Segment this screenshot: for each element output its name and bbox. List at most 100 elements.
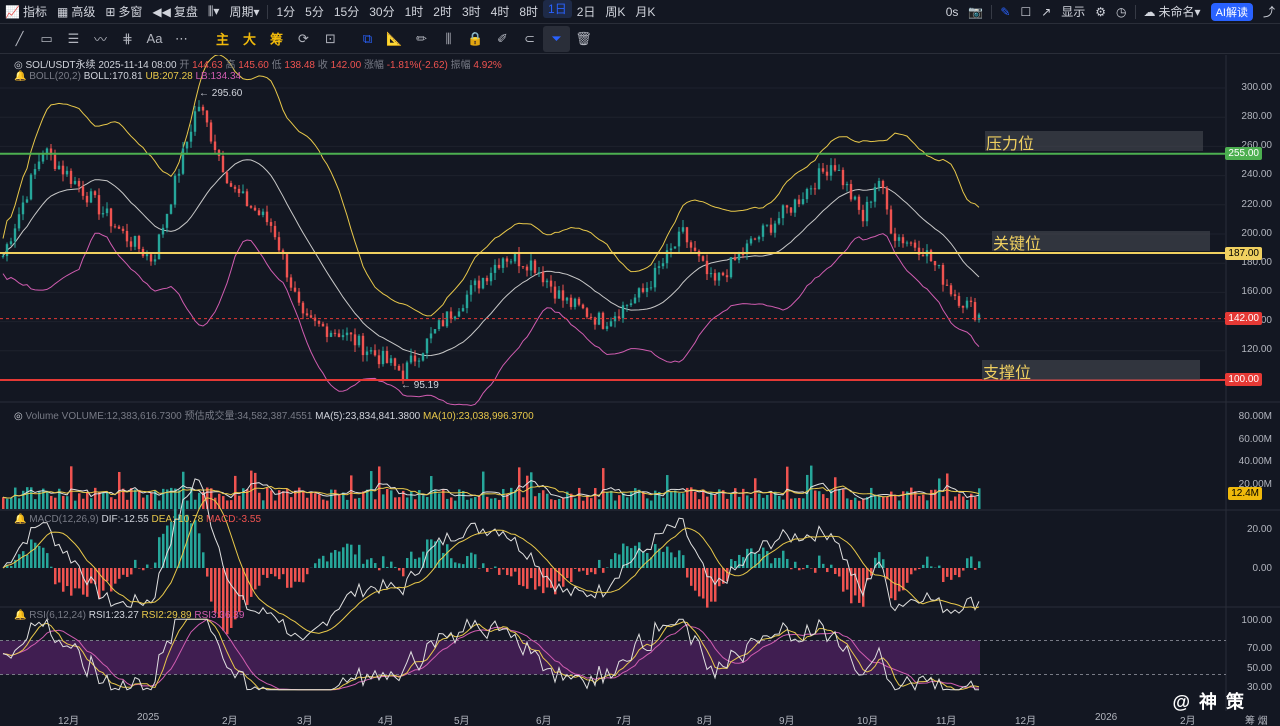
parallel-lines-icon[interactable]: ☰ [67, 30, 80, 46]
candle-body [733, 257, 737, 261]
volume-bar [598, 499, 601, 509]
line-tool-icon[interactable]: ╱ [15, 30, 24, 46]
chart-area[interactable]: ◎ SOL/USDT永续 2025-11-14 08:00 开 144.63 高… [0, 54, 1280, 711]
macd-hist-bar [474, 554, 477, 568]
refresh-icon[interactable]: ⟳ [298, 30, 309, 46]
period-1[interactable]: 5分 [305, 5, 324, 19]
volume-bar [534, 496, 537, 509]
magnet-icon[interactable]: ⊂ [524, 30, 535, 46]
macd-hist-bar [146, 564, 149, 568]
macd-hist-bar [426, 539, 429, 568]
period-dropdown[interactable]: 周期 ▾ [229, 4, 260, 20]
macd-hist-bar [202, 552, 205, 568]
time-axis-label: 11月 [936, 716, 957, 726]
chart-canvas[interactable] [0, 54, 1280, 711]
gauge-icon[interactable]: ◷ [1116, 4, 1127, 19]
macd-hist-bar [218, 568, 221, 618]
period-8[interactable]: 8时 [519, 5, 539, 19]
edit-icon[interactable]: ✐ [497, 30, 508, 46]
period-4[interactable]: 1时 [404, 5, 424, 19]
camera-icon[interactable]: 📷 [968, 4, 984, 19]
key-zone[interactable] [992, 231, 1210, 251]
candle-body [869, 201, 873, 203]
macd-hist-bar [710, 568, 713, 602]
candle-body [177, 173, 181, 176]
period-11[interactable]: 周K [605, 5, 626, 19]
large-button[interactable]: 大 [242, 32, 256, 47]
period-12[interactable]: 月K [635, 5, 656, 19]
volume-bar [646, 498, 649, 509]
period-5[interactable]: 2时 [433, 5, 452, 19]
candle-type-button[interactable]: ⫼▾ [203, 0, 225, 24]
candle-body [729, 257, 733, 278]
main-chart-button[interactable]: 主 [215, 32, 229, 47]
advanced-button[interactable]: ▦ 高级 [56, 4, 96, 20]
bell-icon[interactable]: 🔔 [14, 610, 27, 621]
candle-body [117, 226, 121, 229]
volume-bar [334, 489, 337, 509]
filter-icon[interactable]: ⏷ [543, 25, 570, 52]
ruler-icon[interactable]: 📐 [386, 30, 403, 46]
ai-analyze-button[interactable]: AI解读 [1210, 2, 1253, 21]
multi-window-button[interactable]: ⊞ 多窗 [105, 4, 143, 20]
time-axis-label: 3月 [297, 716, 313, 726]
candle-body [165, 213, 169, 228]
macd-hist-bar [666, 546, 669, 568]
volume-bar [246, 489, 249, 509]
macd-hist-bar [862, 568, 865, 607]
indicators-button[interactable]: 📈 指标 [5, 4, 47, 20]
support-zone[interactable] [982, 360, 1200, 380]
bell-icon[interactable]: 🔔 [14, 71, 27, 82]
eye-icon[interactable]: ◎ [14, 60, 26, 71]
candle-body [277, 237, 281, 251]
period-0[interactable]: 1分 [276, 5, 296, 19]
volume-bar [218, 493, 221, 509]
period-9[interactable]: 1日 [543, 0, 572, 18]
period-6[interactable]: 3时 [461, 5, 481, 19]
candles-icon[interactable]: ⫼ [445, 30, 452, 46]
period-2[interactable]: 15分 [333, 5, 360, 19]
macd-hist-bar [502, 568, 505, 570]
pencil-icon[interactable]: ✏ [416, 30, 427, 46]
volume-bar [966, 499, 969, 509]
candle-body [173, 175, 177, 205]
arrow-icon[interactable]: ↗ [1041, 4, 1052, 19]
macd-hist-bar [126, 568, 129, 577]
time-axis[interactable]: 12月 2025 2月 3月 4月 5月 6月 7月 8月 9月 10月 11月 12月 2026 2月 筹 … [0, 711, 1280, 726]
period-7[interactable]: 4时 [490, 5, 510, 19]
rectangle-tool-icon[interactable]: ▭ [40, 30, 53, 46]
bell-icon[interactable]: 🔔 [14, 514, 27, 525]
more-icon[interactable]: ⋯ [175, 30, 188, 46]
gear-icon[interactable]: ⚙ [1095, 4, 1107, 19]
eye-icon[interactable]: ◎ [14, 411, 26, 422]
candle-body [565, 297, 569, 301]
trash-icon[interactable]: 🗑 [575, 30, 592, 46]
macd-hist-bar [294, 568, 297, 582]
lock-icon[interactable]: 🔒 [467, 30, 484, 46]
priceAxis-label: 160.00 [1241, 286, 1272, 297]
period-10[interactable]: 2日 [576, 5, 596, 19]
volume-bar [158, 500, 161, 509]
wave-tool-icon[interactable]: 〰 [93, 32, 107, 47]
candle-body [105, 208, 109, 214]
display-button[interactable]: 显示 [1061, 5, 1086, 19]
pen-icon[interactable]: ✎ [1000, 4, 1011, 19]
macd-hist-bar [746, 548, 749, 568]
volume-bar [294, 490, 297, 509]
share-icon[interactable]: ⤴ [1262, 5, 1275, 19]
square-icon[interactable]: ☐ [1020, 4, 1032, 19]
layout-name-button[interactable]: ☁ 未命名 ▾ [1143, 4, 1201, 20]
macd-hist-bar [6, 564, 9, 568]
text-tool-icon[interactable]: Aa [146, 31, 163, 46]
period-3[interactable]: 30分 [369, 5, 395, 19]
chip-button[interactable]: 筹 [269, 32, 283, 47]
macd-hist-bar [522, 568, 525, 587]
select-icon[interactable]: ⧉ [362, 30, 373, 46]
fib-tool-icon[interactable]: ⋕ [122, 30, 133, 46]
time-axis-label: 12月 [58, 716, 80, 726]
resistance-zone[interactable] [985, 131, 1203, 151]
replay-button[interactable]: ◀◀ 复盘 [152, 4, 198, 20]
template-icon[interactable]: ⊡ [325, 30, 336, 46]
rsiAxis-label: 30.00 [1246, 682, 1272, 693]
macd-hist-bar [454, 562, 457, 568]
